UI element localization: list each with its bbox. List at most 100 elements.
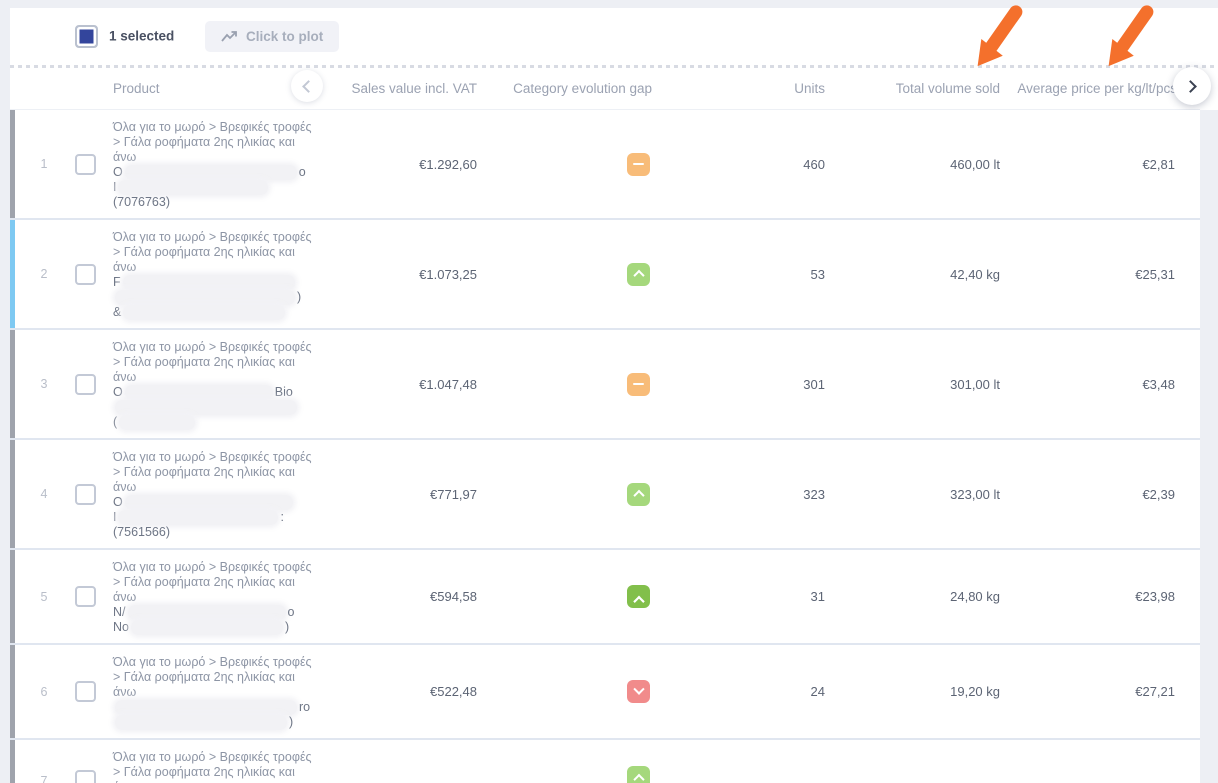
row-index: 5 (40, 589, 48, 604)
total-volume-sold-column-header[interactable]: Total volume sold (895, 81, 1000, 96)
row-checkbox[interactable] (75, 263, 96, 285)
average-price-cell: €23,98 (1135, 589, 1175, 604)
units-cell: 323 (803, 486, 825, 502)
category-evolution-gap-cell (482, 110, 660, 218)
sales-value-cell: €1.047,48 (419, 376, 477, 392)
redacted-blur (124, 495, 293, 510)
product-cell: Όλα για το μωρό > Βρεφικές τροφές > Γάλα… (113, 440, 318, 548)
row-selection-indicator (10, 330, 15, 438)
row-selection-indicator (10, 440, 15, 548)
category-evolution-gap-column-header[interactable]: Category evolution gap (513, 81, 652, 96)
product-name-fragment: ro (299, 700, 311, 714)
plot-button-label: Click to plot (246, 29, 324, 44)
click-to-plot-button[interactable]: Click to plot (205, 21, 340, 52)
product-name-line: Ι (113, 180, 318, 195)
product-name-fragment: Ι (113, 180, 117, 194)
sales-value-cell: €1.073,25 (419, 266, 477, 282)
row-selection-indicator (10, 645, 15, 738)
product-name-fragment: ο (287, 605, 295, 619)
select-all-checkbox[interactable] (75, 25, 98, 48)
product-name-line: ( (113, 415, 318, 430)
category-evolution-gap-cell (482, 440, 660, 548)
row-index: 6 (40, 684, 48, 699)
product-name-fragment: ( (113, 415, 118, 429)
row-checkbox-cell (73, 110, 113, 218)
units-column-header[interactable]: Units (794, 81, 825, 96)
product-category-path: Όλα για το μωρό > Βρεφικές τροφές > Γάλα… (113, 230, 312, 274)
table-row: 1 Όλα για το μωρό > Βρεφικές τροφές > Γάλ… (10, 110, 1200, 220)
table-row: 6 Όλα για το μωρό > Βρεφικές τροφές > Γάλ… (10, 645, 1200, 740)
total-volume-cell: 19,20 kg (950, 684, 1000, 699)
selection-toolbar: 1 selected Click to plot (10, 8, 1218, 65)
units-cell: 24 (810, 684, 825, 699)
category-evolution-gap-cell (482, 330, 660, 438)
minus-glyph (633, 382, 644, 386)
table-row: 5 Όλα για το μωρό > Βρεφικές τροφές > Γάλ… (10, 550, 1200, 645)
redacted-blur (115, 715, 287, 730)
chevron-down-glyph (632, 683, 645, 695)
row-selection-indicator (10, 110, 15, 218)
product-cell: Όλα για το μωρό > Βρεφικές τροφές > Γάλα… (113, 645, 318, 738)
total-volume-cell: 42,40 kg (950, 266, 1000, 282)
row-checkbox[interactable] (75, 373, 96, 395)
product-name-fragment: Ο (113, 165, 123, 179)
gap-minus-icon (627, 152, 650, 176)
product-name-fragment: ) (289, 715, 294, 729)
product-name-fragment: (7561566) (113, 525, 170, 539)
product-cell: Όλα για το μωρό > Βρεφικές τροφές > Γάλα… (113, 330, 318, 438)
units-cell: 301 (803, 376, 825, 392)
table-body: 1 Όλα για το μωρό > Βρεφικές τροφές > Γάλ… (10, 110, 1218, 783)
average-price-cell: €25,31 (1135, 266, 1175, 282)
product-column-header[interactable]: Product (113, 81, 160, 96)
average-price-column-header[interactable]: Average price per kg/lt/pcs (1017, 81, 1177, 96)
total-volume-cell: 24,80 kg (950, 589, 1000, 604)
row-selection-indicator (10, 550, 15, 643)
total-volume-cell: 301,00 lt (950, 376, 1000, 392)
chevron-up-glyph (632, 269, 645, 282)
dotted-divider (10, 65, 1218, 68)
total-volume-cell: 460,00 lt (950, 156, 1000, 172)
table-row: 3 Όλα για το μωρό > Βρεφικές τροφές > Γάλ… (10, 330, 1200, 440)
product-name-line: N/ο (113, 605, 318, 620)
row-checkbox[interactable] (75, 153, 96, 175)
product-name-fragment: (7076763) (113, 195, 170, 209)
product-name-line: ro (113, 700, 318, 715)
row-index: 3 (40, 377, 48, 391)
product-name-fragment: ) (284, 620, 290, 634)
product-name-line: (7076763) (113, 195, 318, 210)
total-volume-cell: 323,00 lt (950, 486, 1000, 502)
average-price-cell: €27,21 (1135, 684, 1175, 699)
product-cell: Όλα για το μωρό > Βρεφικές τροφές > Γάλα… (113, 550, 318, 643)
units-cell (660, 740, 835, 783)
scroll-columns-left-button[interactable] (291, 70, 323, 102)
row-checkbox[interactable] (75, 681, 96, 702)
product-name-fragment: : (280, 510, 284, 524)
product-cell: Όλα για το μωρό > Βρεφικές τροφές > Γάλα… (113, 110, 318, 218)
chevron-up-glyph (632, 773, 645, 783)
product-name-line: ) (113, 290, 318, 305)
redacted-blur (122, 275, 295, 290)
sales-value-cell: €594,58 (430, 589, 477, 604)
scroll-columns-right-button[interactable] (1173, 67, 1211, 105)
product-name-line: Νο) (113, 620, 318, 635)
chevron-left-icon (302, 79, 315, 93)
product-cell: Όλα για το μωρό > Βρεφικές τροφές > Γάλα… (113, 740, 318, 783)
row-checkbox[interactable] (75, 483, 96, 505)
average-price-cell: €2,81 (1142, 156, 1175, 172)
product-name-fragment: Ι (113, 510, 117, 524)
category-evolution-gap-cell (482, 740, 660, 783)
sales-value-column-header[interactable]: Sales value incl. VAT (351, 81, 477, 96)
table-row: 2 Όλα για το μωρό > Βρεφικές τροφές > Γάλ… (10, 220, 1200, 330)
row-checkbox[interactable] (75, 586, 96, 607)
product-name-fragment: Bio (274, 385, 293, 399)
chevron-up-glyph (632, 489, 645, 502)
minus-glyph (633, 162, 644, 166)
product-category-path: Όλα για το μωρό > Βρεφικές τροφές > Γάλα… (113, 120, 312, 164)
row-index: 4 (40, 487, 48, 501)
row-checkbox[interactable] (75, 770, 96, 783)
row-selection-indicator (10, 740, 15, 783)
gap-double-up-icon (627, 585, 650, 608)
gap-down-icon (627, 680, 650, 703)
gap-minus-icon (627, 372, 650, 396)
